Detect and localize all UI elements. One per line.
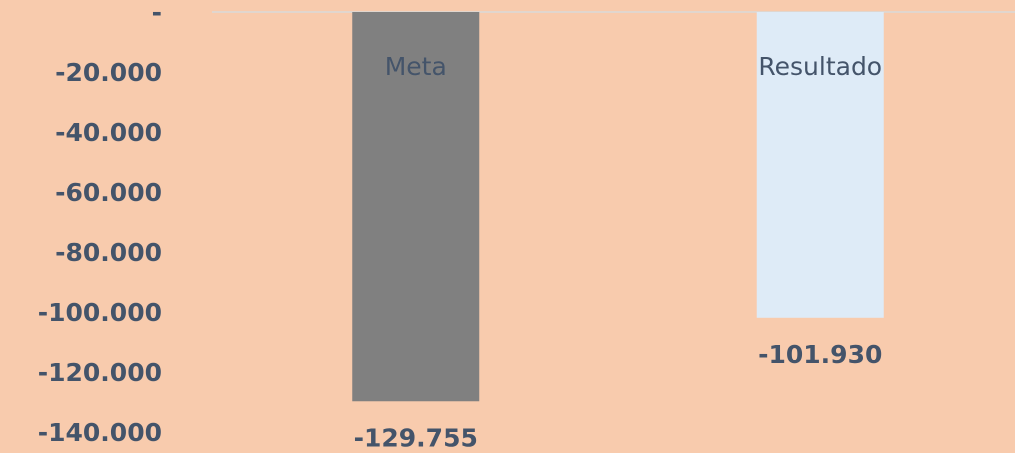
value-label: -129.755 bbox=[354, 423, 478, 452]
y-tick-label: -40.000 bbox=[55, 118, 162, 147]
y-tick-label: -80.000 bbox=[55, 238, 162, 267]
value-label: -101.930 bbox=[758, 340, 882, 369]
y-tick-label: -100.000 bbox=[38, 298, 162, 327]
y-tick-label: -120.000 bbox=[38, 358, 162, 387]
y-tick-label: -140.000 bbox=[38, 418, 162, 447]
category-label: Resultado bbox=[758, 52, 882, 81]
bar bbox=[756, 12, 884, 318]
y-tick-label: -60.000 bbox=[55, 178, 162, 207]
bar bbox=[352, 12, 480, 402]
y-tick-label: - bbox=[152, 0, 162, 27]
y-tick-label: -20.000 bbox=[55, 58, 162, 87]
category-label: Meta bbox=[385, 52, 447, 81]
